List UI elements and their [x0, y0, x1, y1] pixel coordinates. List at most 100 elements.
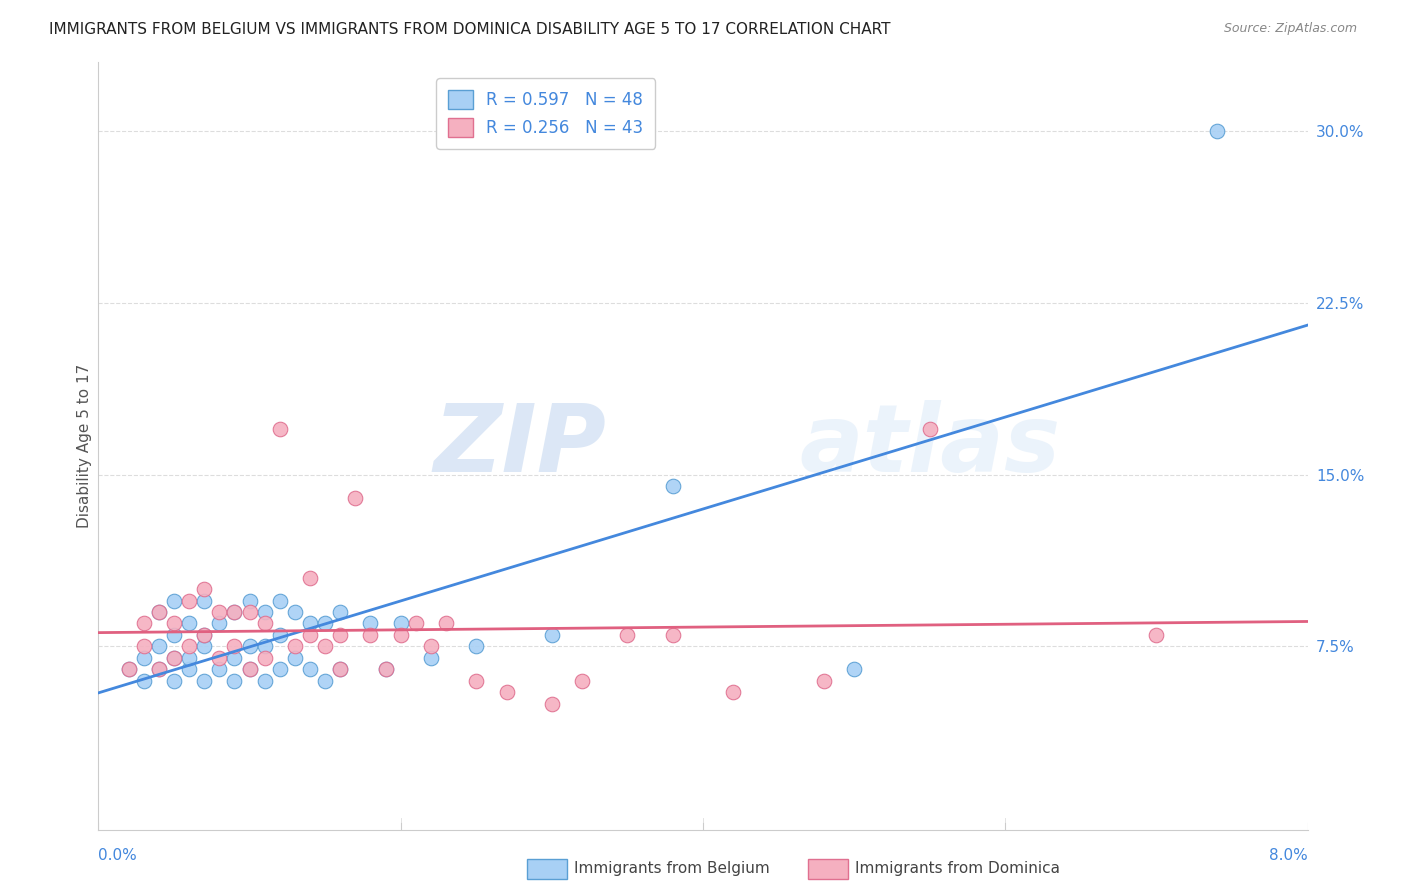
Point [434, 616, 457, 631]
Point [616, 628, 638, 642]
Point [1146, 628, 1168, 642]
Point [208, 650, 231, 665]
Point [118, 662, 141, 676]
Point [224, 640, 246, 654]
Point [132, 673, 155, 688]
Point [163, 650, 186, 665]
Point [661, 479, 683, 493]
Point [208, 662, 231, 676]
Point [208, 605, 231, 619]
Point [148, 662, 170, 676]
Point [844, 662, 866, 676]
Point [314, 616, 336, 631]
Point [253, 650, 276, 665]
Point [179, 616, 201, 631]
Point [389, 616, 412, 631]
Point [148, 662, 170, 676]
Point [495, 685, 517, 699]
Y-axis label: Disability Age 5 to 17: Disability Age 5 to 17 [77, 364, 91, 528]
Point [193, 593, 215, 607]
Point [284, 650, 307, 665]
Point [299, 571, 322, 585]
Point [374, 662, 396, 676]
Point [918, 422, 941, 436]
Point [329, 605, 352, 619]
Point [360, 616, 382, 631]
Point [269, 662, 291, 676]
Text: IMMIGRANTS FROM BELGIUM VS IMMIGRANTS FROM DOMINICA DISABILITY AGE 5 TO 17 CORRE: IMMIGRANTS FROM BELGIUM VS IMMIGRANTS FR… [49, 22, 891, 37]
Point [239, 640, 262, 654]
Point [193, 582, 215, 596]
Text: 0.0%: 0.0% [98, 848, 138, 863]
Point [132, 640, 155, 654]
Point [163, 628, 186, 642]
Point [148, 605, 170, 619]
Point [465, 673, 488, 688]
Point [420, 640, 443, 654]
Point [224, 673, 246, 688]
Point [344, 491, 367, 505]
Point [179, 640, 201, 654]
Point [163, 650, 186, 665]
Point [239, 662, 262, 676]
Point [179, 593, 201, 607]
Point [132, 650, 155, 665]
Point [314, 673, 336, 688]
Point [269, 593, 291, 607]
Point [224, 650, 246, 665]
Point [571, 673, 593, 688]
Point [284, 605, 307, 619]
Point [299, 662, 322, 676]
Point [813, 673, 835, 688]
Point [253, 640, 276, 654]
Text: Source: ZipAtlas.com: Source: ZipAtlas.com [1223, 22, 1357, 36]
Point [239, 593, 262, 607]
Text: Immigrants from Dominica: Immigrants from Dominica [855, 862, 1060, 876]
Point [179, 650, 201, 665]
Point [148, 605, 170, 619]
Point [420, 650, 443, 665]
Point [253, 605, 276, 619]
Point [269, 422, 291, 436]
Point [329, 662, 352, 676]
Text: Immigrants from Belgium: Immigrants from Belgium [574, 862, 769, 876]
Point [405, 616, 427, 631]
Point [284, 640, 307, 654]
Point [374, 662, 396, 676]
Point [465, 640, 488, 654]
Point [239, 662, 262, 676]
Text: atlas: atlas [800, 400, 1062, 492]
Point [540, 628, 562, 642]
Point [193, 628, 215, 642]
Text: ZIP: ZIP [433, 400, 606, 492]
Point [661, 628, 683, 642]
Point [193, 628, 215, 642]
Point [360, 628, 382, 642]
Point [224, 605, 246, 619]
Point [389, 628, 412, 642]
Point [299, 616, 322, 631]
Point [299, 628, 322, 642]
Point [239, 605, 262, 619]
Text: 8.0%: 8.0% [1268, 848, 1308, 863]
Point [253, 616, 276, 631]
Point [163, 673, 186, 688]
Point [118, 662, 141, 676]
Point [163, 593, 186, 607]
Point [314, 640, 336, 654]
Point [132, 616, 155, 631]
Point [224, 605, 246, 619]
Point [193, 640, 215, 654]
Point [269, 628, 291, 642]
Point [179, 662, 201, 676]
Point [208, 616, 231, 631]
Point [329, 628, 352, 642]
Point [163, 616, 186, 631]
Point [540, 697, 562, 711]
Point [1206, 124, 1229, 138]
Point [253, 673, 276, 688]
Point [723, 685, 745, 699]
Legend: R = 0.597   N = 48, R = 0.256   N = 43: R = 0.597 N = 48, R = 0.256 N = 43 [436, 78, 655, 149]
Point [148, 640, 170, 654]
Point [193, 673, 215, 688]
